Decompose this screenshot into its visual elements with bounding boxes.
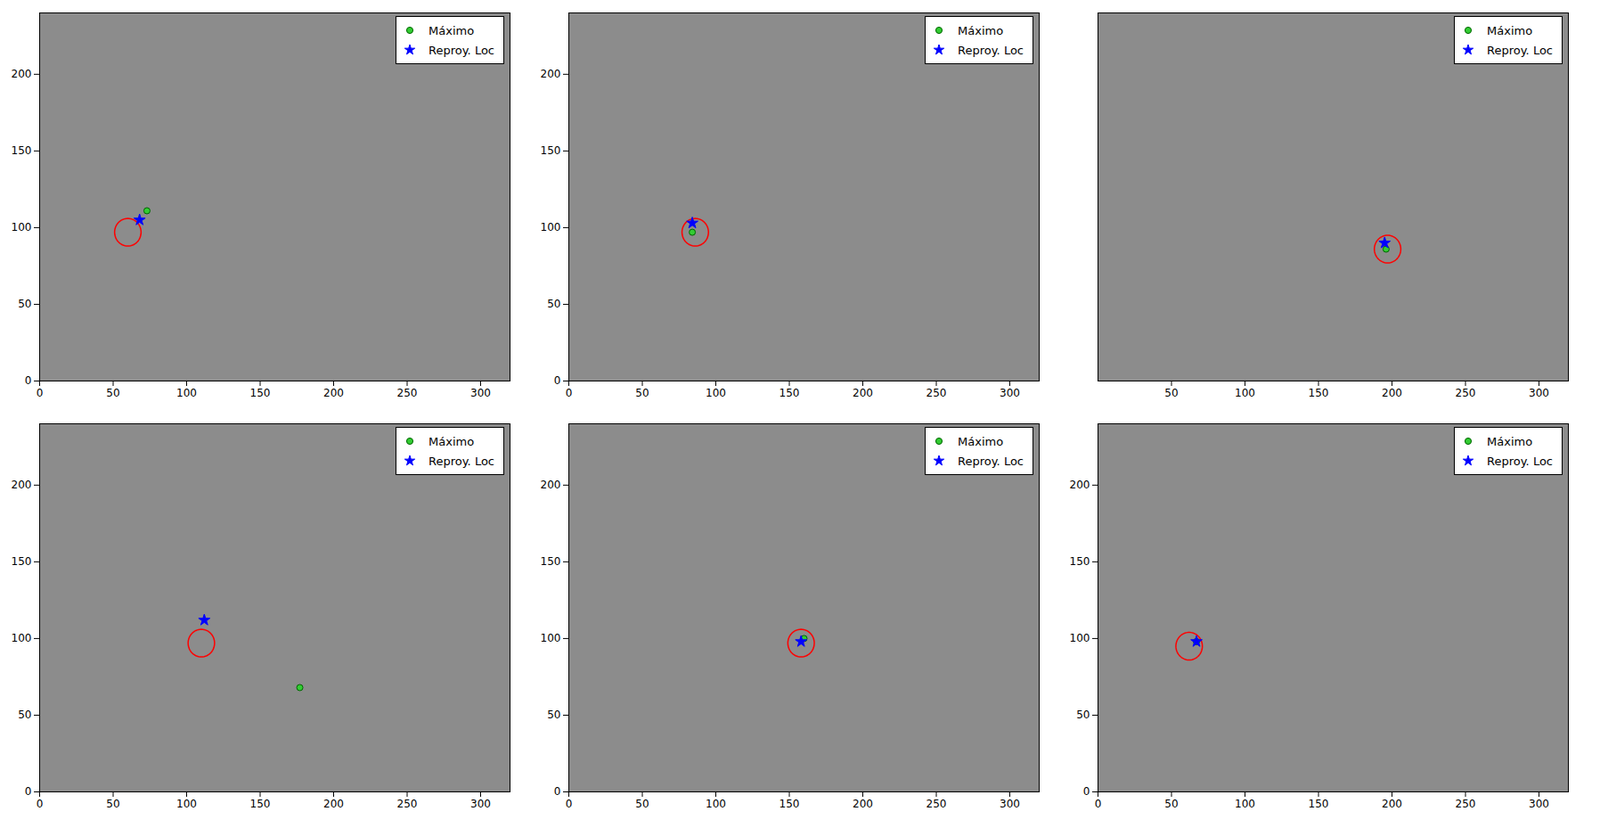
svg-text:300: 300: [470, 386, 491, 400]
svg-text:50: 50: [106, 797, 120, 810]
svg-text:50: 50: [546, 297, 561, 311]
html-text:Reproy. Loc: Reproy. Loc: [957, 43, 1024, 57]
svg-text:0: 0: [554, 374, 562, 387]
svg-text:100: 100: [1234, 386, 1256, 400]
svg-text:100: 100: [11, 220, 33, 234]
svg-text:50: 50: [1076, 708, 1090, 721]
svg-text:250: 250: [397, 797, 418, 810]
svg-text:0: 0: [36, 797, 44, 810]
svg-text:50: 50: [1164, 797, 1178, 810]
svg-text:300: 300: [1528, 386, 1550, 400]
svg-text:200: 200: [323, 797, 344, 810]
svg-text:150: 150: [540, 144, 562, 157]
svg-text:250: 250: [1455, 386, 1477, 400]
svg-text:150: 150: [1308, 386, 1330, 400]
html-text:Reproy. Loc: Reproy. Loc: [1486, 43, 1553, 57]
svg-text:150: 150: [11, 144, 33, 157]
svg-text:200: 200: [540, 478, 562, 491]
svg-text:300: 300: [470, 797, 491, 810]
svg-text:150: 150: [1069, 555, 1091, 568]
html-text:Máximo: Máximo: [428, 23, 475, 37]
html-text:Máximo: Máximo: [957, 434, 1004, 448]
svg-text:100: 100: [540, 220, 562, 234]
html-text:Máximo: Máximo: [428, 434, 475, 448]
svg-text:150: 150: [779, 386, 800, 400]
svg-text:100: 100: [705, 386, 727, 400]
svg-text:0: 0: [24, 784, 33, 798]
svg-text:50: 50: [17, 297, 32, 311]
svg-text:0: 0: [36, 386, 44, 400]
svg-text:150: 150: [540, 555, 562, 568]
svg-text:100: 100: [11, 631, 33, 645]
html-text:Reproy. Loc: Reproy. Loc: [957, 453, 1024, 468]
svg-text:150: 150: [1308, 797, 1330, 810]
svg-text:150: 150: [250, 797, 271, 810]
svg-text:100: 100: [705, 797, 727, 810]
svg-text:0: 0: [565, 797, 573, 810]
svg-text:50: 50: [635, 386, 649, 400]
svg-text:100: 100: [176, 386, 197, 400]
html-text:Máximo: Máximo: [957, 23, 1004, 37]
svg-text:200: 200: [1381, 797, 1403, 810]
svg-text:0: 0: [1094, 797, 1103, 810]
svg-text:50: 50: [635, 797, 649, 810]
svg-text:300: 300: [999, 386, 1021, 400]
svg-text:50: 50: [17, 708, 32, 721]
svg-text:300: 300: [999, 797, 1021, 810]
svg-text:200: 200: [11, 67, 33, 81]
svg-text:0: 0: [24, 374, 33, 387]
svg-text:0: 0: [565, 386, 573, 400]
svg-text:150: 150: [250, 386, 271, 400]
svg-text:250: 250: [926, 797, 947, 810]
svg-text:300: 300: [1528, 797, 1550, 810]
svg-text:150: 150: [11, 555, 33, 568]
svg-text:200: 200: [1381, 386, 1403, 400]
svg-text:250: 250: [1455, 797, 1477, 810]
svg-text:50: 50: [1164, 386, 1178, 400]
svg-text:200: 200: [1069, 478, 1091, 491]
svg-text:200: 200: [11, 478, 33, 491]
html-text:Reproy. Loc: Reproy. Loc: [1486, 453, 1553, 468]
svg-text:200: 200: [540, 67, 562, 81]
svg-text:100: 100: [176, 797, 197, 810]
svg-text:50: 50: [106, 386, 120, 400]
svg-text:200: 200: [852, 386, 874, 400]
svg-text:100: 100: [1234, 797, 1256, 810]
html-text:Máximo: Máximo: [1486, 434, 1533, 448]
html-text:Reproy. Loc: Reproy. Loc: [428, 43, 495, 57]
svg-text:200: 200: [323, 386, 344, 400]
svg-text:250: 250: [926, 386, 947, 400]
svg-text:200: 200: [852, 797, 874, 810]
svg-text:250: 250: [397, 386, 418, 400]
svg-text:100: 100: [1069, 631, 1091, 645]
html-text:Máximo: Máximo: [1486, 23, 1533, 37]
svg-text:100: 100: [540, 631, 562, 645]
svg-text:0: 0: [1083, 784, 1091, 798]
svg-text:50: 50: [546, 708, 561, 721]
html-text:Reproy. Loc: Reproy. Loc: [428, 453, 495, 468]
svg-text:0: 0: [554, 784, 562, 798]
svg-text:150: 150: [779, 797, 800, 810]
